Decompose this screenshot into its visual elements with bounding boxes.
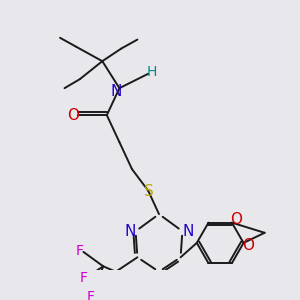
Text: S: S [144,184,154,199]
Text: F: F [76,244,84,258]
Text: F: F [80,271,87,285]
Text: N: N [124,224,136,239]
Text: H: H [147,65,157,79]
Text: O: O [242,238,254,253]
Text: N: N [110,84,122,99]
Text: O: O [230,212,242,227]
Text: O: O [67,108,79,123]
Text: F: F [87,290,94,300]
Text: N: N [182,224,194,239]
